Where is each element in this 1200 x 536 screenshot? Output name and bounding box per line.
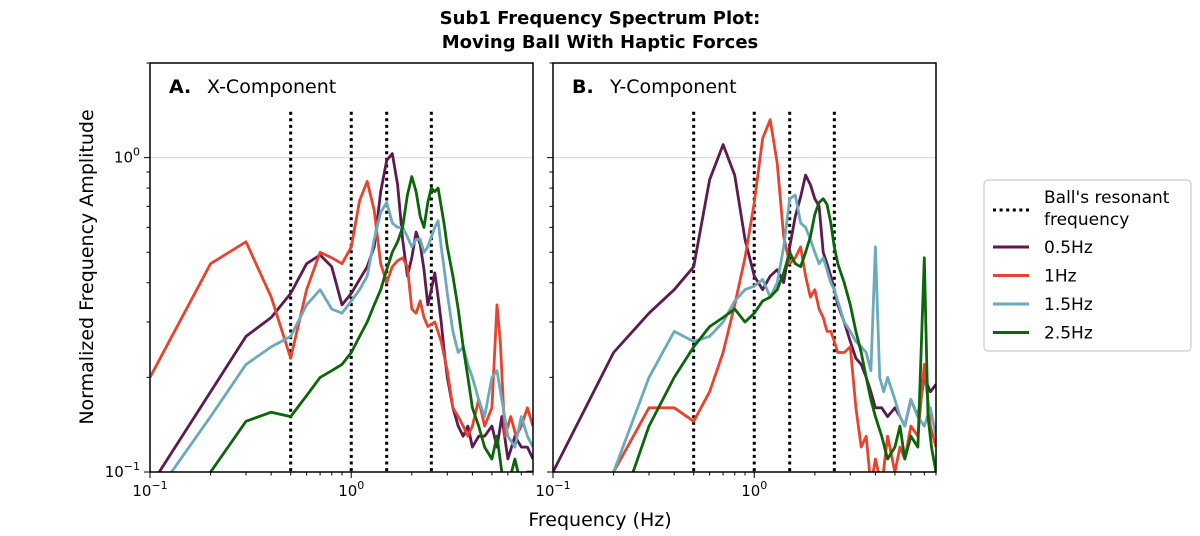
x-tick-label: 10−1 [132, 479, 167, 500]
series-line-1-5hz [169, 201, 533, 472]
series-line-0-5hz [553, 143, 936, 472]
series-line-1hz [150, 180, 533, 438]
panel-letter: B. [572, 76, 594, 98]
chart-title-line-2: Moving Ball With Haptic Forces [442, 32, 759, 53]
series-group [553, 118, 936, 472]
axes-frame [149, 62, 534, 473]
panel-component: X-Component [207, 76, 336, 98]
series-line-0-5hz [157, 152, 533, 472]
panel-a: 10−1 100 100 10−1 A. X-Component [105, 62, 534, 500]
series-line-1hz [612, 118, 936, 472]
panel-letter: A. [169, 76, 191, 98]
panels-layer: 10−1 100 100 10−1 A. X-Component 10−1 100 B. Y-Co… [105, 62, 937, 500]
series-line-2-5hz [209, 175, 533, 472]
x-axis-label: Frequency (Hz) [528, 509, 671, 531]
legend-label-1-5hz: 1.5Hz [1044, 295, 1093, 315]
legend-label-1hz: 1Hz [1044, 267, 1077, 287]
chart-title-line-1: Sub1 Frequency Spectrum Plot: [440, 8, 761, 29]
legend-resonant-label: Ball's resonant [1044, 188, 1170, 208]
panel-b: 10−1 100 B. Y-Component [535, 62, 937, 500]
y-tick-label: 100 [114, 146, 140, 167]
x-tick-label: 10−1 [535, 479, 570, 500]
series-group [150, 152, 533, 472]
legend-frame [983, 179, 1192, 352]
legend-resonant-label-line2: frequency [1044, 210, 1129, 230]
legend-label-2-5hz: 2.5Hz [1044, 324, 1093, 344]
y-tick-label: 10−1 [105, 460, 140, 481]
axes-frame [552, 62, 937, 473]
x-tick-label: 100 [741, 479, 767, 500]
x-tick-label: 100 [338, 479, 364, 500]
legend-label-0-5hz: 0.5Hz [1044, 238, 1093, 258]
series-line-1-5hz [612, 193, 936, 472]
panel-component: Y-Component [609, 76, 737, 98]
series-line-2-5hz [631, 197, 936, 472]
y-axis-label: Normalized Frequency Amplitude [76, 109, 98, 424]
